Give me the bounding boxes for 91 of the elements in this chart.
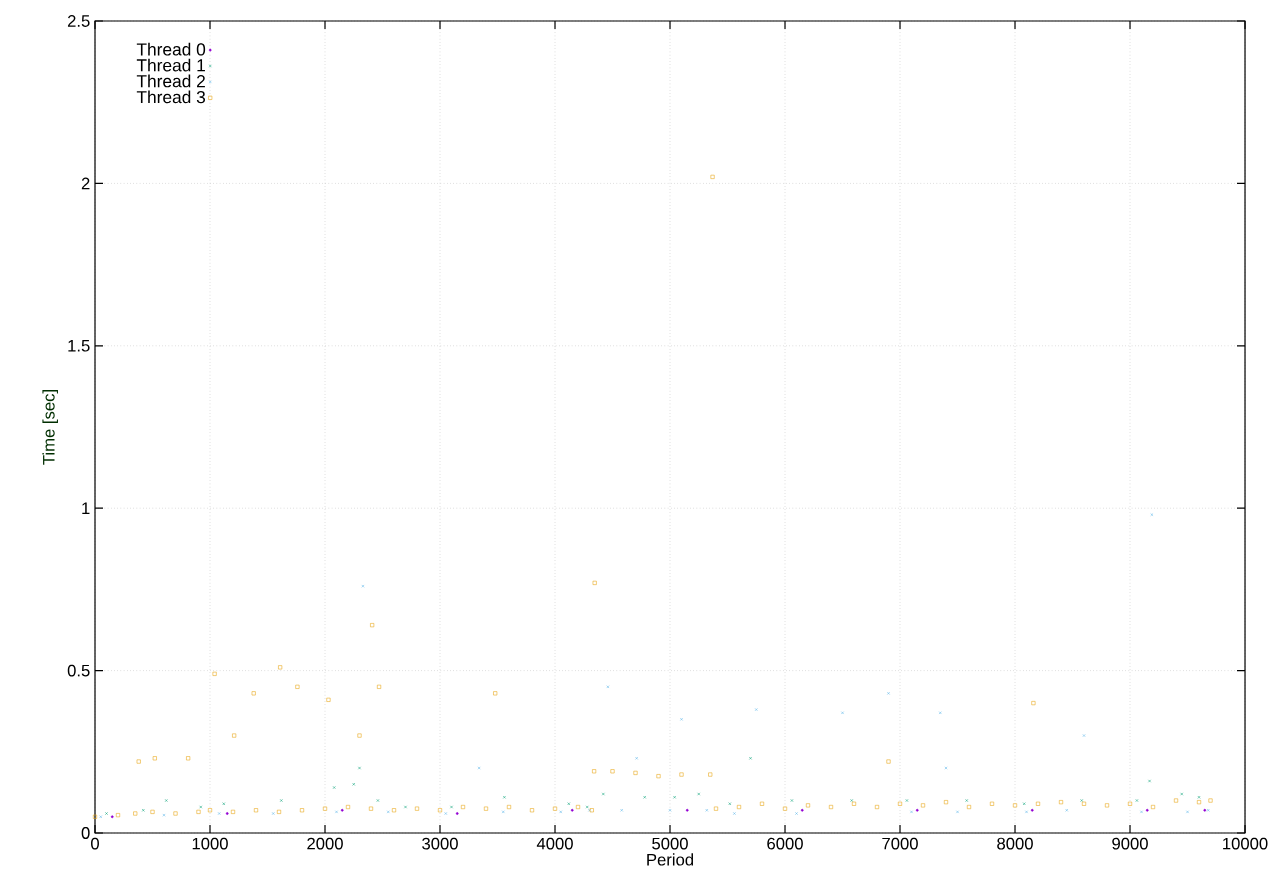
point <box>697 792 701 796</box>
point <box>559 810 563 814</box>
y-axis-title: Time [sec] <box>42 390 58 465</box>
point <box>1135 799 1139 803</box>
x-tick-label: 1000 <box>192 837 228 850</box>
point <box>841 711 845 715</box>
point <box>754 708 758 712</box>
x-tick-label: 3000 <box>422 837 458 850</box>
point <box>915 808 919 812</box>
point <box>444 812 448 816</box>
point <box>222 802 226 806</box>
y-tick-label: 1 <box>82 502 90 514</box>
point <box>965 799 969 803</box>
point <box>335 810 338 814</box>
point <box>673 795 677 799</box>
x-tick-label: 0 <box>91 837 99 850</box>
y-tick-label: 2 <box>81 177 90 190</box>
point <box>1022 802 1026 806</box>
point <box>790 799 794 803</box>
point <box>110 815 114 819</box>
point <box>956 810 960 814</box>
point <box>570 808 574 812</box>
x-tick-label: 2000 <box>307 837 343 850</box>
point <box>1197 795 1201 799</box>
point <box>477 766 481 770</box>
legend-label: Thread 3 <box>136 90 206 104</box>
point <box>601 792 605 796</box>
point <box>905 799 909 803</box>
point <box>502 795 506 799</box>
point <box>567 802 571 806</box>
point <box>1186 810 1190 814</box>
x-tick-label: 9000 <box>1112 837 1148 850</box>
point <box>1030 808 1034 812</box>
legend-label: Thread 0 <box>136 42 206 56</box>
point <box>944 766 948 770</box>
x-tick-label: 7000 <box>882 837 918 850</box>
x-tick-label: 5000 <box>652 837 688 850</box>
point <box>376 799 380 803</box>
point <box>164 799 168 803</box>
point <box>501 810 505 814</box>
y-tick-label: 0 <box>81 827 90 839</box>
point <box>199 805 203 809</box>
y-tick-label: 1.5 <box>68 339 90 352</box>
point <box>635 756 639 760</box>
y-tick-label: 0.5 <box>67 664 90 677</box>
x-tick-label: 4000 <box>536 837 573 850</box>
point <box>606 685 610 689</box>
point <box>938 711 942 715</box>
point <box>217 812 221 816</box>
point <box>271 812 275 816</box>
point <box>705 808 709 812</box>
point <box>732 812 736 816</box>
x-axis-title: Period <box>647 853 694 866</box>
point <box>910 810 914 814</box>
x-tick-label: 6000 <box>767 837 803 850</box>
point <box>1082 734 1086 738</box>
point <box>455 812 459 815</box>
legend-label: Thread 1 <box>136 58 205 72</box>
point <box>450 805 454 809</box>
point <box>1180 792 1184 796</box>
point <box>225 812 229 815</box>
point <box>340 808 344 812</box>
point <box>361 584 365 588</box>
point <box>668 808 672 812</box>
point <box>1140 810 1144 814</box>
point <box>1148 779 1152 783</box>
point <box>386 810 390 814</box>
point <box>279 799 283 803</box>
point <box>404 805 407 809</box>
point <box>99 815 103 819</box>
legend-label: Thread 2 <box>136 74 205 88</box>
point <box>352 782 356 786</box>
point <box>1150 513 1154 517</box>
point <box>332 786 336 790</box>
point <box>800 808 804 812</box>
point <box>162 813 166 817</box>
point <box>141 808 145 812</box>
x-tick-label: 8000 <box>997 837 1033 850</box>
point <box>1065 808 1069 812</box>
point <box>1145 808 1149 812</box>
point <box>680 717 684 721</box>
point <box>887 691 891 695</box>
point <box>685 808 689 812</box>
point <box>749 756 753 760</box>
point <box>620 808 624 812</box>
point <box>643 795 647 799</box>
point <box>1025 810 1029 814</box>
y-tick-label: 2.5 <box>67 15 90 27</box>
point <box>728 802 732 806</box>
x-tick-label: 10000 <box>1223 837 1268 850</box>
point <box>358 766 361 770</box>
